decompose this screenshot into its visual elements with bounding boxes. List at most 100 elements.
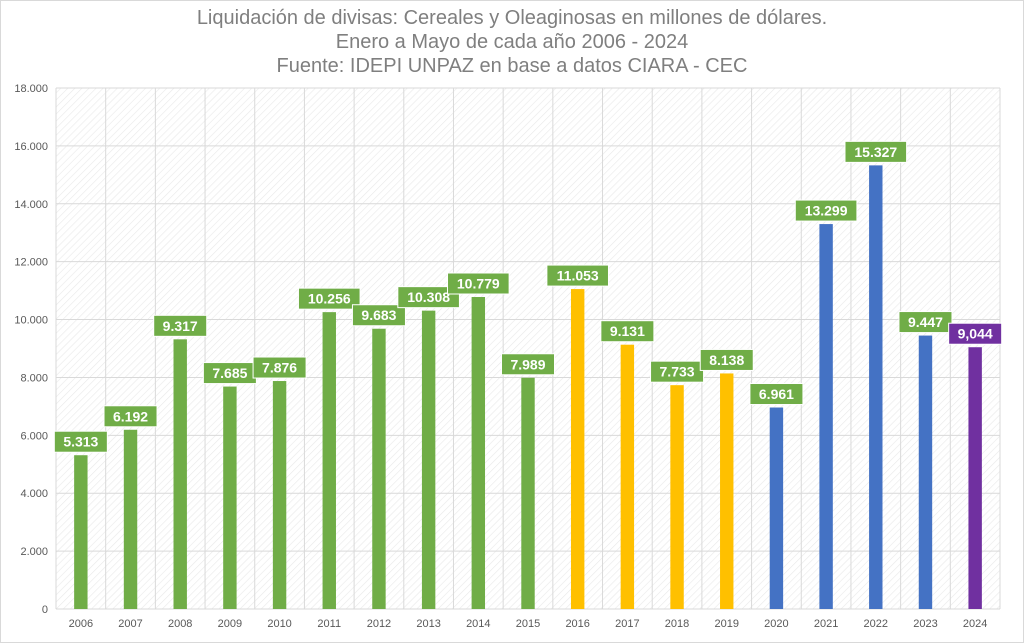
data-label-text: 6.961 [759, 386, 794, 402]
data-label-2018: 7.733 [650, 360, 705, 383]
data-label-2009: 7.685 [202, 362, 257, 385]
bar-2023 [918, 335, 933, 609]
x-tick-label: 2011 [317, 618, 341, 630]
y-tick-label: 8.000 [20, 372, 48, 384]
y-tick-label: 2.000 [20, 546, 48, 558]
chart-title: Liquidación de divisas: Cereales y Oleag… [196, 7, 828, 29]
data-label-box [297, 287, 361, 310]
data-label-box [650, 360, 705, 383]
bar-2007 [123, 429, 138, 609]
bar-2011 [322, 312, 336, 609]
x-tick-label: 2012 [367, 618, 391, 630]
data-label-2019: 8.138 [699, 348, 754, 371]
x-tick-label: 2007 [118, 618, 142, 630]
data-label-text: 7.876 [262, 360, 297, 376]
data-label-2013: 10.308 [397, 286, 460, 309]
bar-2017 [620, 344, 635, 609]
data-label-text: 13.299 [805, 203, 848, 219]
bar-2024 [968, 347, 982, 609]
x-tick-label: 2014 [466, 618, 490, 630]
bar-2014 [471, 297, 486, 609]
bar-2020 [769, 407, 784, 609]
data-label-box [252, 356, 307, 379]
bar-2019 [720, 373, 734, 609]
data-label-box [749, 383, 804, 406]
y-tick-label: 6.000 [20, 430, 48, 442]
data-label-2020: 6.961 [749, 383, 804, 406]
data-label-text: 7.733 [660, 364, 695, 380]
bar-2018 [670, 385, 684, 609]
data-label-text: 9.131 [610, 323, 645, 339]
data-label-text: 10.779 [457, 276, 500, 292]
y-axis: 0 2.000 4.000 6.000 8.000 10.000 12.000 14.000 1… [14, 83, 48, 616]
data-label-box [153, 314, 208, 337]
data-label-box [898, 311, 953, 334]
data-label-2015: 7.989 [501, 353, 555, 376]
bar-2012 [372, 328, 386, 609]
data-label-2023: 9.447 [898, 311, 953, 334]
x-tick-label: 2024 [963, 618, 987, 630]
chart-title-block: Liquidación de divisas: Cereales y Oleag… [0, 6, 1024, 78]
data-label-2012: 9.683 [351, 304, 406, 327]
data-label-box [948, 322, 1003, 345]
x-tick-label: 2017 [615, 618, 639, 630]
data-label-text: 8.138 [709, 352, 744, 368]
x-tick-label: 2021 [814, 618, 838, 630]
data-label-2016: 11.053 [546, 264, 609, 287]
x-tick-label: 2022 [864, 618, 888, 630]
data-label-box [447, 272, 510, 295]
y-tick-label: 16.000 [14, 141, 48, 153]
data-label-2024: 9,044 [948, 322, 1003, 345]
data-label-2010: 7.876 [252, 356, 307, 379]
data-label-box [794, 199, 858, 222]
data-label-text: 9.447 [908, 314, 943, 330]
x-tick-label: 2018 [665, 618, 689, 630]
data-label-text: 6.192 [113, 408, 148, 424]
data-label-box [844, 140, 908, 163]
data-label-2014: 10.779 [447, 272, 510, 295]
y-tick-label: 18.000 [14, 83, 48, 95]
data-label-box [53, 430, 108, 453]
bar-2009 [223, 386, 237, 609]
data-label-box [351, 304, 406, 327]
x-tick-label: 2019 [714, 618, 738, 630]
x-tick-label: 2016 [565, 618, 589, 630]
data-label-2022: 15.327 [844, 140, 908, 163]
data-label-text: 9.317 [163, 318, 198, 334]
y-tick-label: 12.000 [14, 257, 48, 269]
bar-2006 [74, 455, 88, 609]
data-label-text: 5.313 [63, 434, 98, 450]
x-tick-label: 2020 [764, 618, 788, 630]
y-tick-label: 10.000 [14, 315, 48, 327]
y-tick-label: 0 [42, 604, 48, 616]
data-label-2008: 9.317 [153, 314, 208, 337]
bar-2013 [421, 310, 436, 609]
x-tick-label: 2010 [267, 618, 291, 630]
x-tick-label: 2015 [516, 618, 540, 630]
data-label-text: 15.327 [854, 144, 897, 160]
chart-subtitle: Enero a Mayo de cada año 2006 - 2024 [335, 31, 689, 53]
data-label-box [699, 348, 754, 371]
data-label-text: 10.308 [407, 289, 450, 305]
data-label-text: 10.256 [308, 291, 351, 307]
x-tick-label: 2013 [416, 618, 440, 630]
y-tick-label: 14.000 [14, 199, 48, 211]
bar-2021 [819, 224, 833, 609]
x-tick-label: 2006 [69, 618, 93, 630]
data-label-text: 7.685 [212, 365, 247, 381]
data-label-2017: 9.131 [600, 320, 655, 343]
data-label-box [103, 405, 158, 428]
x-tick-label: 2023 [913, 618, 937, 630]
bar-2010 [272, 381, 287, 609]
data-label-box [600, 320, 655, 343]
data-label-box [397, 286, 460, 309]
data-label-box [501, 353, 555, 376]
bar-2008 [173, 339, 187, 609]
data-label-2021: 13.299 [794, 199, 858, 222]
bar-2016 [570, 289, 585, 609]
data-label-text: 9,044 [958, 326, 993, 342]
data-label-2006: 5.313 [53, 430, 108, 453]
y-tick-label: 4.000 [20, 488, 48, 500]
bar-2015 [521, 377, 535, 609]
